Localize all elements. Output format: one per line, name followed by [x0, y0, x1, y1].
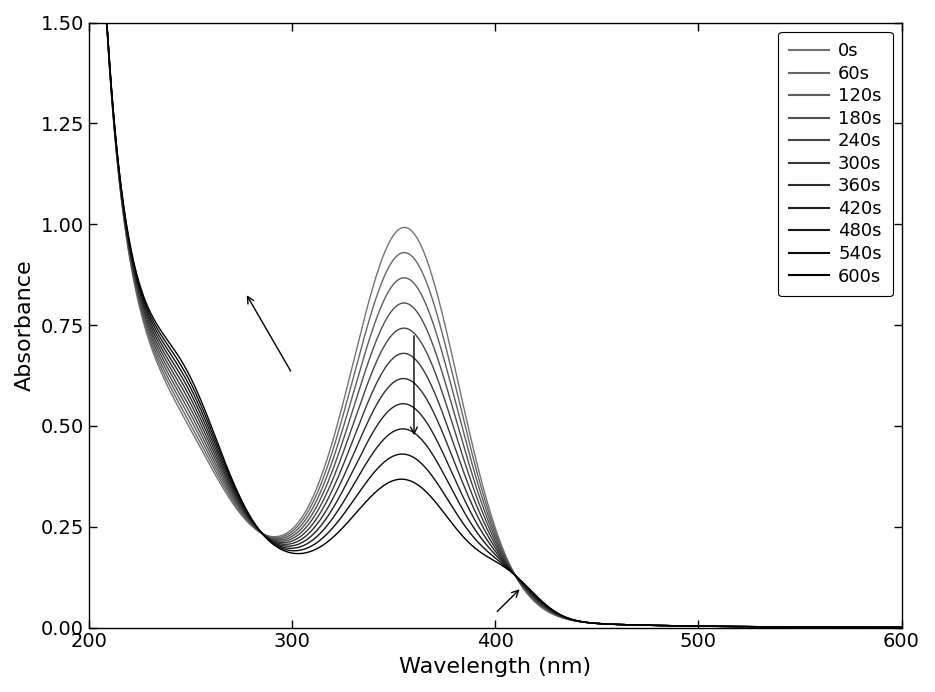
- Legend: 0s, 60s, 120s, 180s, 240s, 300s, 360s, 420s, 480s, 540s, 600s: 0s, 60s, 120s, 180s, 240s, 300s, 360s, 4…: [779, 32, 893, 296]
- Y-axis label: Absorbance: Absorbance: [15, 260, 35, 391]
- X-axis label: Wavelength (nm): Wavelength (nm): [399, 657, 591, 677]
